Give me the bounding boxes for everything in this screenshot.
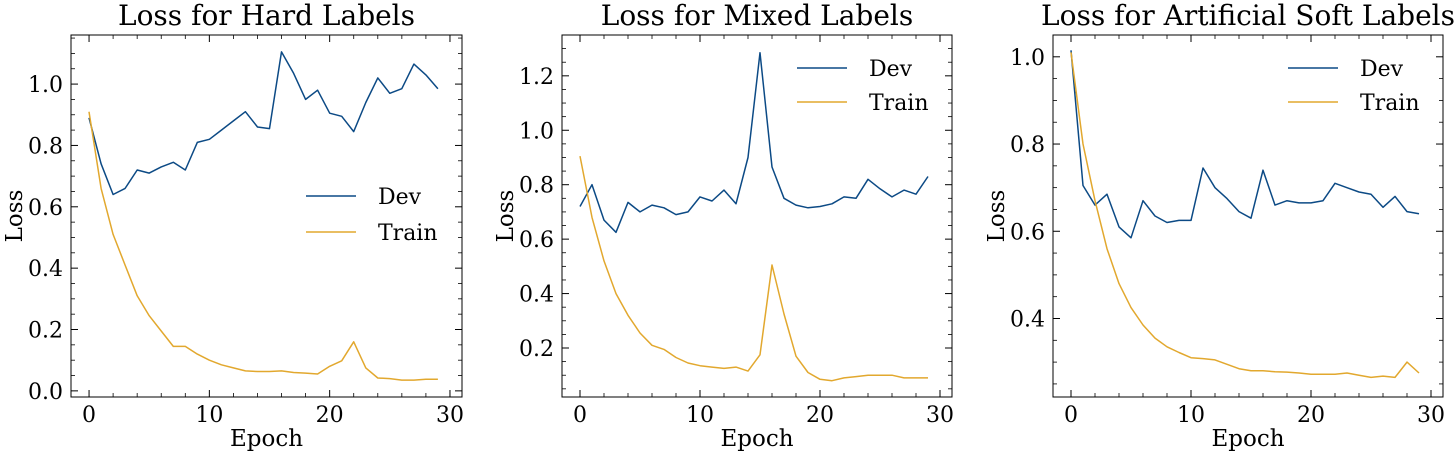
series-line-dev — [88, 51, 439, 196]
x-tick-label: 30 — [926, 403, 954, 428]
chart-title: Loss for Artificial Soft Labels — [1041, 0, 1455, 32]
x-tick-label: 10 — [1177, 403, 1205, 428]
chart-title: Loss for Hard Labels — [118, 0, 415, 32]
legend: Dev Train — [306, 185, 438, 246]
chart-title: Loss for Mixed Labels — [601, 0, 914, 32]
chart-panel-2: 0 10 20 30 0.2 0.4 0.6 0.8 1.0 1.2 Loss for Mixed … — [493, 0, 954, 452]
y-tick-label: 1.2 — [519, 65, 554, 90]
legend-label-train: Train — [378, 221, 438, 246]
y-tick-label: 1.0 — [519, 119, 554, 144]
legend-label-train: Train — [1360, 91, 1420, 116]
chart-panel-3: 0 10 20 30 0.4 0.6 0.8 1.0 Loss for Artificial S… — [984, 0, 1455, 452]
series-line-train — [579, 155, 928, 382]
x-tick-label: 0 — [1064, 403, 1078, 428]
x-tick-label: 30 — [1417, 403, 1445, 428]
chart-panel-1: 0 10 20 30 0.0 0.2 0.4 0.6 0.8 1.0 Loss for Hard L… — [2, 0, 464, 452]
series-line-train — [1070, 52, 1420, 379]
y-tick-label: 0.0 — [28, 380, 63, 405]
plot-frame — [70, 34, 463, 398]
x-tick-label: 0 — [573, 403, 587, 428]
y-tick-label: 1.0 — [28, 73, 63, 98]
x-axis-label: Epoch — [1211, 426, 1284, 452]
x-tick-label: 0 — [82, 403, 96, 428]
legend-label-train: Train — [869, 91, 929, 116]
y-axis-label: Loss — [984, 190, 1010, 243]
y-tick-label: 0.6 — [1010, 220, 1045, 245]
y-tick-label: 1.0 — [1010, 46, 1045, 71]
y-tick-label: 0.6 — [519, 228, 554, 253]
series-line-dev — [579, 51, 929, 234]
x-tick-label: 20 — [1297, 403, 1325, 428]
y-axis-label: Loss — [493, 190, 519, 243]
x-tick-label: 20 — [806, 403, 834, 428]
y-tick-label: 0.2 — [519, 337, 554, 362]
plot-frame — [561, 34, 953, 398]
plot-frame — [1052, 34, 1444, 398]
y-tick-label: 0.8 — [1010, 133, 1045, 158]
legend: Dev Train — [797, 57, 929, 116]
y-tick-label: 0.2 — [28, 319, 63, 344]
legend-label-dev: Dev — [869, 57, 913, 82]
y-tick-label: 0.6 — [28, 196, 63, 221]
y-axis-label: Loss — [2, 190, 28, 243]
y-tick-label: 0.8 — [28, 134, 63, 159]
x-tick-label: 20 — [316, 403, 344, 428]
x-tick-label: 10 — [686, 403, 714, 428]
x-axis-label: Epoch — [230, 426, 303, 452]
series-line-train — [88, 111, 438, 381]
x-axis-label: Epoch — [720, 426, 793, 452]
legend-label-dev: Dev — [378, 185, 422, 210]
x-tick-label: 10 — [195, 403, 223, 428]
y-tick-label: 0.8 — [519, 174, 554, 199]
x-tick-label: 30 — [436, 403, 464, 428]
y-tick-label: 0.4 — [519, 283, 554, 308]
legend: Dev Train — [1288, 57, 1420, 116]
series-line-dev — [1070, 50, 1420, 239]
y-tick-label: 0.4 — [28, 257, 63, 282]
y-tick-label: 0.4 — [1010, 307, 1045, 332]
legend-label-dev: Dev — [1360, 57, 1404, 82]
